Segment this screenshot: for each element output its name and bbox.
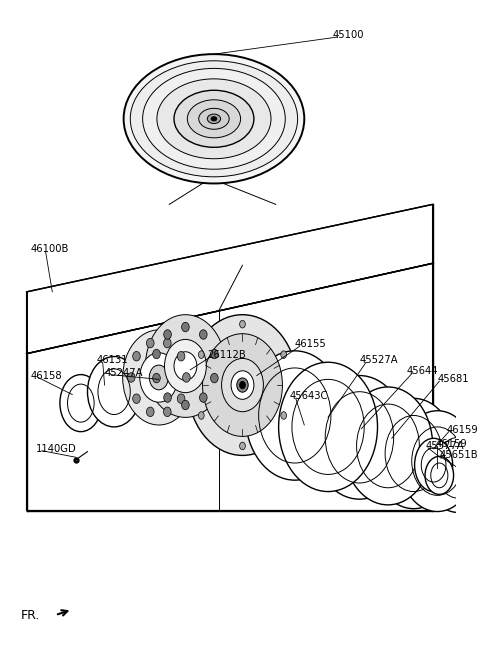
Ellipse shape xyxy=(132,394,140,403)
Ellipse shape xyxy=(281,351,287,358)
Ellipse shape xyxy=(425,457,454,495)
Ellipse shape xyxy=(312,375,407,499)
Ellipse shape xyxy=(174,352,197,380)
Ellipse shape xyxy=(245,351,344,480)
Ellipse shape xyxy=(198,351,204,358)
Text: 45643C: 45643C xyxy=(290,392,328,401)
Ellipse shape xyxy=(200,330,207,339)
Ellipse shape xyxy=(174,91,254,148)
Ellipse shape xyxy=(165,339,206,393)
Ellipse shape xyxy=(203,334,282,436)
Ellipse shape xyxy=(164,330,171,339)
Ellipse shape xyxy=(132,352,140,361)
Ellipse shape xyxy=(372,398,456,508)
Text: 46159: 46159 xyxy=(447,424,479,435)
Ellipse shape xyxy=(231,371,254,400)
Text: 45577A: 45577A xyxy=(426,441,465,451)
Ellipse shape xyxy=(153,349,160,359)
Ellipse shape xyxy=(278,362,377,491)
Ellipse shape xyxy=(177,394,185,403)
Ellipse shape xyxy=(211,349,218,359)
Ellipse shape xyxy=(181,400,189,410)
Text: FR.: FR. xyxy=(21,609,40,622)
Ellipse shape xyxy=(281,412,287,419)
Ellipse shape xyxy=(164,338,171,348)
Ellipse shape xyxy=(240,442,245,450)
Ellipse shape xyxy=(153,373,160,383)
Ellipse shape xyxy=(415,438,453,491)
Ellipse shape xyxy=(199,108,229,129)
Ellipse shape xyxy=(222,358,264,412)
Text: 46131: 46131 xyxy=(97,356,129,365)
Ellipse shape xyxy=(187,100,240,138)
Text: 45247A: 45247A xyxy=(105,368,143,378)
Ellipse shape xyxy=(124,54,304,184)
Ellipse shape xyxy=(187,315,298,455)
Polygon shape xyxy=(26,263,432,510)
Ellipse shape xyxy=(143,68,285,169)
Text: 1140GD: 1140GD xyxy=(36,443,77,454)
Ellipse shape xyxy=(237,378,248,392)
Ellipse shape xyxy=(211,117,217,121)
Ellipse shape xyxy=(130,61,298,177)
Text: 46155: 46155 xyxy=(295,339,326,349)
Ellipse shape xyxy=(123,330,195,425)
Text: 45651B: 45651B xyxy=(439,451,478,461)
Ellipse shape xyxy=(424,423,480,512)
Ellipse shape xyxy=(87,356,141,427)
Text: 46158: 46158 xyxy=(30,371,62,380)
Ellipse shape xyxy=(164,393,171,402)
Ellipse shape xyxy=(198,412,204,419)
Text: 45100: 45100 xyxy=(333,30,364,40)
Ellipse shape xyxy=(145,315,226,417)
Ellipse shape xyxy=(60,375,102,432)
Ellipse shape xyxy=(149,365,168,390)
Ellipse shape xyxy=(207,114,221,123)
Ellipse shape xyxy=(127,373,135,382)
Ellipse shape xyxy=(240,320,245,328)
Ellipse shape xyxy=(399,411,476,512)
Text: 45681: 45681 xyxy=(437,375,469,384)
Ellipse shape xyxy=(181,322,189,332)
Text: 46159: 46159 xyxy=(435,439,467,449)
Text: 26112B: 26112B xyxy=(207,350,246,359)
Polygon shape xyxy=(26,205,432,354)
Text: 46100B: 46100B xyxy=(30,244,69,254)
Ellipse shape xyxy=(164,407,171,417)
Ellipse shape xyxy=(200,393,207,402)
Ellipse shape xyxy=(343,387,432,505)
Ellipse shape xyxy=(146,407,154,417)
Text: 45644: 45644 xyxy=(407,366,439,376)
Ellipse shape xyxy=(157,79,271,159)
Text: 45527A: 45527A xyxy=(360,356,398,365)
Ellipse shape xyxy=(211,373,218,383)
Ellipse shape xyxy=(182,373,190,382)
Ellipse shape xyxy=(146,338,154,348)
Ellipse shape xyxy=(140,353,178,402)
Ellipse shape xyxy=(177,352,185,361)
Ellipse shape xyxy=(240,381,245,388)
